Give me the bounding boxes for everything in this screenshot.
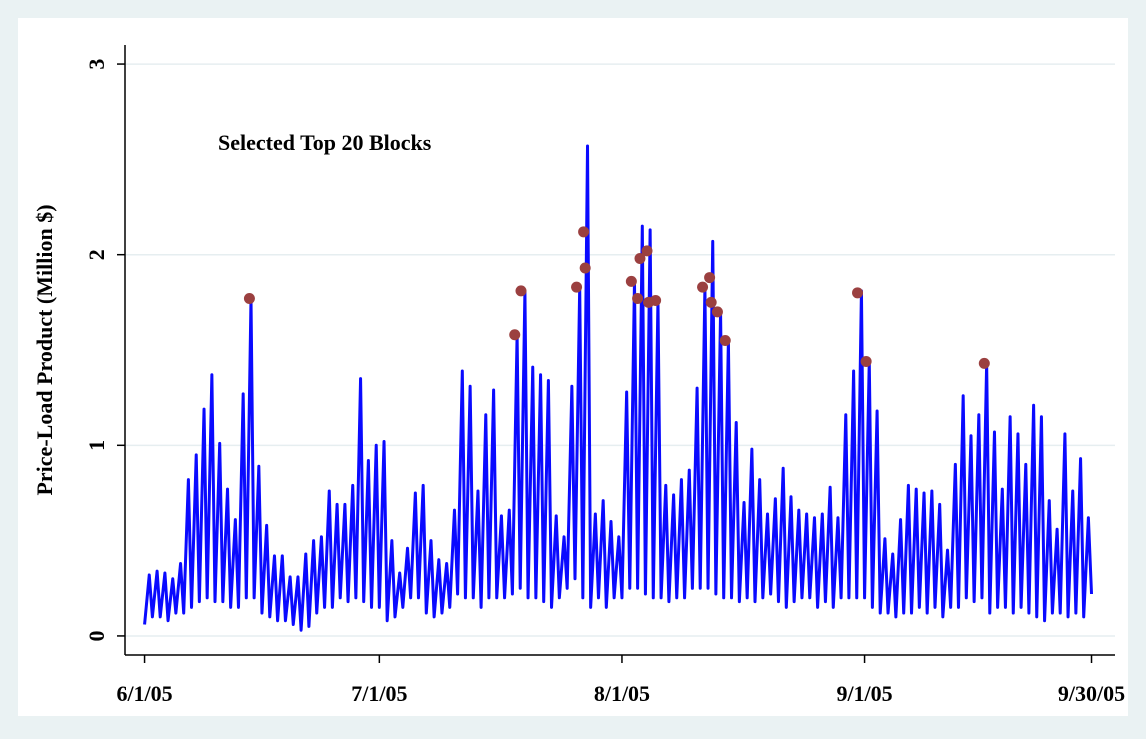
y-tick-label: 0	[84, 630, 109, 641]
top-block-marker	[509, 329, 521, 341]
data-line	[143, 144, 1094, 632]
top-block-marker	[634, 253, 646, 264]
y-tick-label: 1	[84, 440, 109, 451]
y-tick-label: 3	[84, 59, 109, 70]
top-block-marker	[860, 355, 872, 367]
y-tick-label: 2	[84, 249, 109, 260]
top-block-marker	[711, 306, 723, 318]
top-block-marker	[978, 357, 990, 369]
x-tick-label: 9/1/05	[836, 681, 892, 706]
top-block-marker	[650, 294, 662, 306]
x-tick-label: 9/30/05	[1058, 681, 1125, 706]
top-block-marker	[632, 293, 644, 305]
top-block-marker	[704, 272, 716, 284]
top-block-marker	[852, 287, 864, 299]
top-block-marker	[578, 226, 590, 238]
x-tick-label: 7/1/05	[351, 681, 407, 706]
top-block-marker	[705, 296, 717, 308]
top-block-marker	[515, 285, 527, 297]
top-block-marker	[641, 245, 653, 257]
x-tick-label: 8/1/05	[594, 681, 650, 706]
top-block-marker	[571, 281, 583, 293]
y-axis-title: Price-Load Product (Million $)	[32, 204, 57, 495]
annotation: Selected Top 20 Blocks	[218, 130, 432, 155]
top-block-marker	[579, 262, 591, 274]
x-tick-label: 6/1/05	[116, 681, 172, 706]
top-block-marker	[697, 281, 709, 293]
top-block-marker	[625, 275, 637, 287]
top-block-marker	[719, 334, 731, 346]
top-block-marker	[243, 293, 255, 305]
